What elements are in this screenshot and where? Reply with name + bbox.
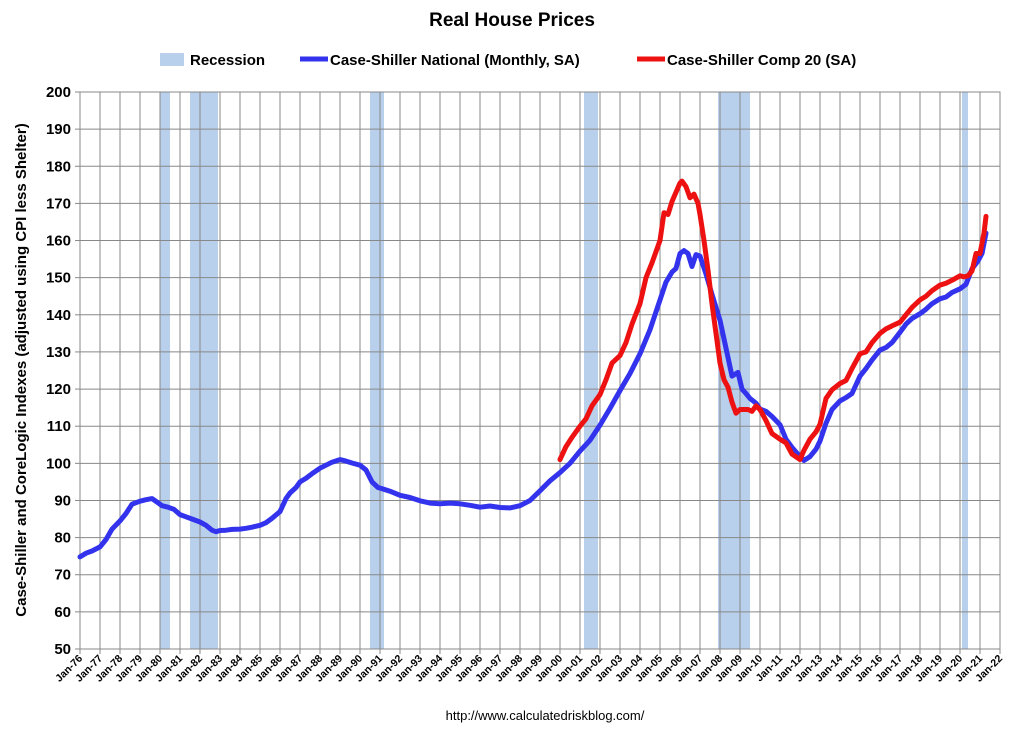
y-tick-label: 170 — [46, 195, 71, 212]
y-tick-label: 160 — [46, 233, 71, 250]
chart-title: Real House Prices — [429, 10, 595, 31]
y-tick-label: 120 — [46, 381, 71, 398]
series-comp20-line — [557, 178, 989, 463]
y-tick-label: 90 — [54, 492, 71, 509]
recession-band — [370, 92, 384, 649]
y-axis-label: Case-Shiller and CoreLogic Indexes (adju… — [13, 123, 30, 616]
y-tick-label: 190 — [46, 121, 71, 138]
x-axis-ticks: Jan-76Jan-77Jan-78Jan-79Jan-80Jan-81Jan-… — [53, 649, 1005, 685]
source-url: http://www.calculatedriskblog.com/ — [446, 708, 645, 723]
y-tick-label: 150 — [46, 270, 71, 287]
y-tick-label: 110 — [47, 418, 71, 435]
y-tick-label: 180 — [46, 158, 71, 175]
y-tick-label: 50 — [54, 641, 71, 658]
y-tick-label: 100 — [46, 455, 71, 472]
legend-national-label: Case-Shiller National (Monthly, SA) — [330, 52, 580, 69]
series-lines — [77, 178, 989, 560]
recession-band — [584, 92, 598, 649]
recession-band — [962, 92, 968, 649]
y-tick-label: 140 — [46, 307, 71, 324]
y-tick-label: 70 — [54, 567, 71, 584]
y-tick-label: 130 — [46, 344, 71, 361]
recession-bands — [160, 92, 968, 649]
y-tick-label: 60 — [54, 604, 71, 621]
y-axis-ticks: 50 60 70 80 90 100 110 120 130 140 150 160 170 180 190… — [46, 84, 80, 658]
recession-band — [160, 92, 170, 649]
y-tick-label: 80 — [54, 530, 71, 547]
legend-recession-swatch — [160, 53, 184, 66]
legend-comp20-label: Case-Shiller Comp 20 (SA) — [667, 52, 856, 69]
series-national-line — [77, 230, 989, 560]
gridlines — [80, 92, 1000, 649]
legend: Recession Case-Shiller National (Monthly… — [160, 52, 856, 69]
legend-recession-label: Recession — [190, 52, 265, 69]
recession-band — [190, 92, 218, 649]
y-tick-label: 200 — [46, 84, 71, 101]
